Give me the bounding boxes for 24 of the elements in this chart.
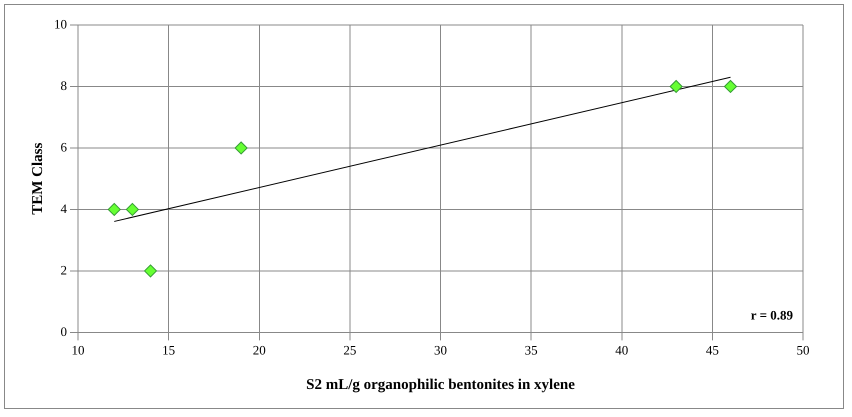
point: [724, 80, 737, 93]
y-axis-title: TEM Class: [30, 142, 46, 215]
y-tick-label: 6: [60, 139, 68, 154]
x-tick-label: 25: [343, 342, 356, 358]
y-tick-label: 4: [60, 200, 68, 216]
y-tick-label: 8: [60, 78, 67, 93]
x-tick-label: 10: [72, 342, 84, 358]
y-tick-label: 10: [54, 16, 67, 32]
annotation: r = 0.89: [750, 307, 794, 322]
x-axis-title: S2 mL/g organophilic bentonites in xylene: [306, 376, 576, 393]
point: [108, 202, 121, 216]
point: [234, 141, 248, 154]
y-tick-label: 0: [60, 324, 67, 339]
x-tick-label: 40: [615, 342, 628, 358]
x-tick-label: 15: [162, 342, 176, 358]
x-tick-label: 35: [524, 342, 538, 358]
x-tick-label: 45: [706, 342, 719, 358]
x-tick-label: 50: [796, 342, 810, 358]
x-tick-label: 30: [434, 342, 447, 358]
x-tick-label: 20: [252, 342, 266, 358]
point: [670, 80, 683, 93]
y-tick-label: 2: [60, 262, 67, 278]
point: [126, 202, 139, 216]
point: [144, 264, 157, 278]
